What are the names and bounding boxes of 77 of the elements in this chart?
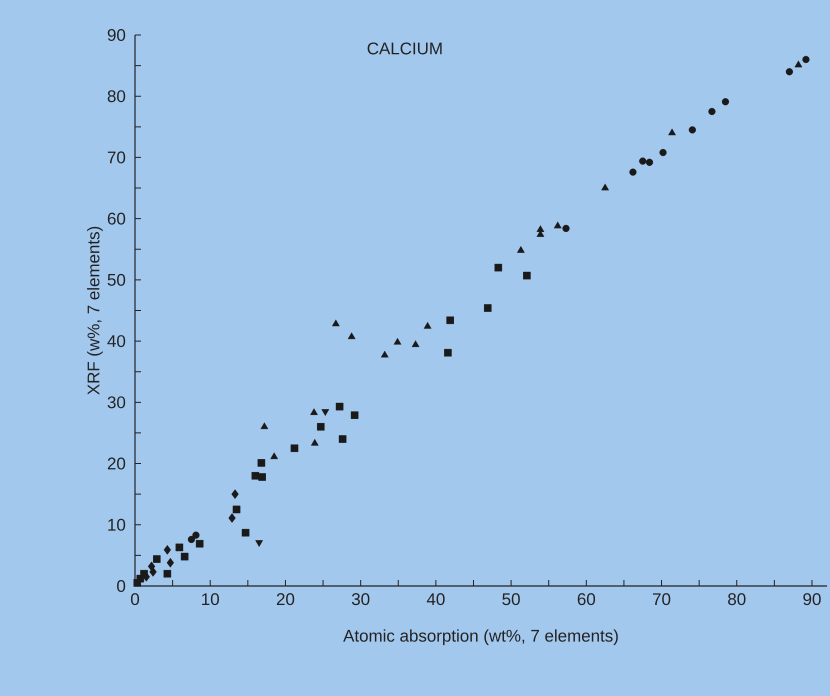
x-tick-label: 20: [276, 593, 294, 606]
x-tick-label: 50: [502, 593, 520, 606]
y-tick-label: 80: [108, 90, 126, 102]
point: [164, 545, 171, 555]
point: [639, 158, 646, 165]
x-tick-label: 60: [578, 593, 596, 606]
y-tick-label: 40: [107, 335, 126, 348]
point: [255, 540, 263, 547]
point: [316, 423, 325, 431]
point: [192, 532, 200, 539]
x-tick-label: 0: [130, 593, 140, 606]
x-tick-label: 80: [728, 593, 746, 606]
x-tick-label: 90: [803, 593, 821, 606]
y-tick-label: 60: [108, 212, 126, 225]
point: [802, 56, 810, 64]
point: [412, 340, 420, 348]
point: [176, 544, 184, 552]
y-tick-label: 90: [108, 28, 126, 41]
point: [164, 570, 172, 578]
point: [153, 555, 161, 563]
point: [332, 320, 340, 326]
y-tick-label: 20: [108, 458, 126, 470]
x-axis-title: Atomic absorption (wt%, 7 elements): [343, 629, 618, 646]
point: [794, 60, 802, 68]
point: [310, 408, 318, 416]
point: [722, 98, 730, 106]
point: [517, 246, 525, 253]
point: [142, 572, 150, 582]
x-tick-label: 70: [652, 593, 670, 606]
point: [348, 332, 356, 340]
y-tick-label: 50: [108, 274, 126, 286]
point: [668, 128, 676, 136]
point: [148, 562, 156, 572]
point: [484, 304, 492, 312]
point: [601, 184, 609, 190]
point: [708, 108, 716, 116]
point: [166, 558, 174, 568]
point: [321, 409, 330, 416]
point: [786, 68, 793, 76]
point: [380, 350, 389, 358]
point: [688, 126, 696, 134]
x-tick-label: 30: [352, 593, 370, 606]
point: [444, 348, 452, 357]
point: [446, 316, 454, 324]
point: [394, 338, 402, 345]
point: [646, 158, 654, 166]
point: [232, 506, 240, 514]
point: [494, 264, 502, 272]
point: [629, 168, 637, 176]
y-tick-label: 70: [108, 151, 126, 164]
point: [338, 435, 346, 443]
point: [228, 513, 236, 523]
point: [659, 148, 667, 156]
point: [290, 444, 298, 452]
point: [196, 540, 204, 548]
point: [231, 489, 239, 499]
point: [242, 528, 250, 537]
point: [350, 411, 358, 419]
point: [258, 473, 266, 481]
y-tick-label: 30: [108, 396, 126, 408]
point: [258, 459, 266, 467]
point: [554, 222, 562, 228]
point: [270, 452, 278, 460]
point: [310, 438, 319, 446]
y-axis-title: XRF (w%, 7 elements): [87, 226, 103, 395]
x-tick-label: 40: [426, 593, 445, 606]
y-tick-label: 10: [108, 518, 126, 531]
y-tick-label: 0: [117, 580, 126, 592]
x-tick-label: 10: [202, 593, 219, 606]
point: [260, 422, 268, 430]
chart-title: CALCIUM: [368, 42, 442, 54]
point: [188, 536, 196, 544]
point: [424, 322, 432, 329]
point: [562, 224, 570, 232]
point: [336, 402, 344, 410]
point: [523, 272, 531, 280]
point: [180, 552, 188, 560]
